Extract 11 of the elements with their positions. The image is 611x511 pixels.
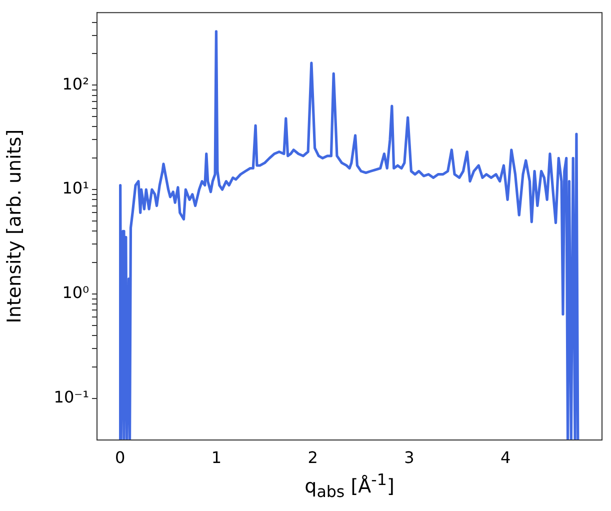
x-tick-label: 3 — [404, 448, 414, 467]
y-tick-label: 10⁰ — [62, 283, 89, 302]
x-tick-label: 0 — [115, 448, 126, 467]
y-tick-label: 10¹ — [62, 178, 89, 198]
x-tick-label: 2 — [308, 448, 318, 467]
x-axis-title: q$_{abs}$ [Å$^{-1}$] — [304, 470, 396, 502]
x-tick-label: 4 — [500, 448, 511, 467]
y-axis-title: Intensity [arb. units] — [3, 129, 26, 324]
y-tick-label: 10⁻¹ — [54, 388, 89, 407]
x-tick-label: 1 — [211, 448, 222, 467]
y-tick-label: 10² — [62, 74, 89, 94]
